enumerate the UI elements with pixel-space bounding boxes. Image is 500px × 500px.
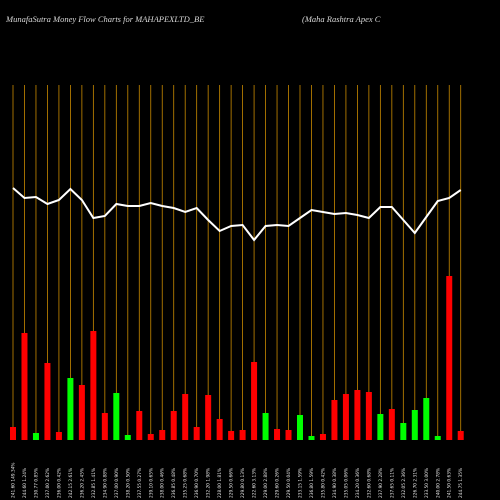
x-tick-label: 239.10 0.65% bbox=[148, 468, 154, 498]
bar bbox=[285, 430, 292, 440]
x-tick-label: 230.77 0.85% bbox=[33, 468, 39, 498]
bar bbox=[446, 276, 453, 440]
bar bbox=[182, 394, 189, 440]
bar bbox=[239, 430, 246, 440]
bar bbox=[434, 436, 441, 440]
bar bbox=[44, 363, 51, 440]
bar bbox=[136, 411, 143, 440]
x-tick-label: 241.50 0.63% bbox=[447, 468, 453, 498]
x-tick-label: 229.80 0.13% bbox=[240, 468, 246, 498]
x-tick-label: 232.05 2.36% bbox=[401, 468, 407, 498]
bar bbox=[262, 413, 269, 440]
x-tick-label: 228.00 1.81% bbox=[217, 468, 223, 498]
bar bbox=[10, 427, 16, 440]
x-tick-label: 235.25 0.68% bbox=[183, 468, 189, 498]
chart-subtitle: (Maha Rashtra Apex C bbox=[302, 14, 381, 24]
bar bbox=[342, 394, 349, 440]
x-tick-label: 235.05 0.06% bbox=[343, 468, 349, 498]
x-tick-label: 242.15 2.61% bbox=[68, 468, 74, 498]
x-tick-label: 232.20 1.98% bbox=[206, 468, 212, 498]
x-tick-label: 236.85 0.48% bbox=[171, 468, 177, 498]
x-tick-label: 233.15 1.59% bbox=[298, 468, 304, 498]
bar bbox=[55, 432, 62, 440]
bar bbox=[193, 427, 200, 440]
x-tick-label: 237.65 0.11% bbox=[389, 468, 395, 498]
x-tick-label: 237.90 2.28% bbox=[378, 468, 384, 498]
bar bbox=[331, 400, 338, 440]
x-tick-label: 226.70 2.31% bbox=[412, 468, 418, 498]
x-tick-label: 235.80 0.42% bbox=[320, 468, 326, 498]
bar bbox=[388, 409, 395, 440]
x-tick-label: 229.60 0.26% bbox=[275, 468, 281, 498]
x-tick-label: 229.50 0.66% bbox=[229, 468, 235, 498]
x-tick-label: 241.60 149.34% bbox=[11, 462, 17, 498]
bar bbox=[365, 392, 372, 440]
bar bbox=[124, 435, 131, 440]
x-tick-label: 236.20 2.45% bbox=[79, 468, 85, 498]
chart-title: MunafaSutra Money Flow Charts for MAHAPE… bbox=[5, 14, 205, 24]
bar bbox=[251, 362, 258, 440]
x-tick-label: 240.00 2.78% bbox=[435, 468, 441, 498]
bar bbox=[101, 413, 108, 440]
x-tick-label: 222.60 3.13% bbox=[252, 468, 258, 498]
x-tick-label: 236.80 1.59% bbox=[309, 468, 315, 498]
x-tick-label: 234.90 0.38% bbox=[332, 468, 338, 498]
x-tick-label: 237.55 0.27% bbox=[137, 468, 143, 498]
bar bbox=[377, 414, 384, 440]
bar bbox=[400, 423, 407, 440]
bar bbox=[423, 398, 430, 440]
bar bbox=[274, 429, 281, 440]
x-tick-label: 244.75 1.35% bbox=[458, 468, 464, 498]
x-tick-label: 232.85 1.41% bbox=[91, 468, 97, 498]
money-flow-line bbox=[12, 187, 462, 242]
x-tick-label: 238.20 0.50% bbox=[125, 468, 131, 498]
x-tick-label: 237.00 2.62% bbox=[45, 468, 51, 498]
bar bbox=[21, 333, 28, 440]
bar bbox=[457, 431, 464, 440]
x-tick-label: 234.20 0.36% bbox=[355, 468, 361, 498]
x-tick-label: 238.00 0.46% bbox=[160, 468, 166, 498]
x-tick-label: 236.90 0.70% bbox=[194, 468, 200, 498]
x-tick-label: 244.60 1.24% bbox=[22, 468, 28, 498]
bar bbox=[32, 433, 39, 440]
bar bbox=[297, 415, 303, 440]
bar bbox=[67, 378, 74, 440]
bar bbox=[147, 434, 154, 440]
x-tick-label: 234.90 0.88% bbox=[102, 468, 108, 498]
bar bbox=[354, 390, 361, 440]
x-tick-label: 233.50 3.00% bbox=[424, 468, 430, 498]
bar bbox=[411, 410, 418, 440]
x-tick-label: 232.60 0.68% bbox=[366, 468, 372, 498]
bar bbox=[159, 430, 166, 440]
x-tick-label: 229.50 0.04% bbox=[286, 468, 292, 498]
x-tick-label: 236.00 0.42% bbox=[56, 468, 62, 498]
bar bbox=[308, 436, 315, 440]
bar bbox=[113, 393, 120, 440]
bar bbox=[205, 395, 212, 440]
x-tick-label: 229.00 2.88% bbox=[263, 468, 269, 498]
bar bbox=[228, 431, 235, 440]
bar bbox=[319, 434, 326, 440]
bar bbox=[90, 331, 97, 440]
bar bbox=[170, 411, 177, 440]
bar bbox=[78, 385, 85, 440]
x-tick-label: 237.00 0.90% bbox=[114, 468, 120, 498]
bar bbox=[216, 419, 223, 440]
